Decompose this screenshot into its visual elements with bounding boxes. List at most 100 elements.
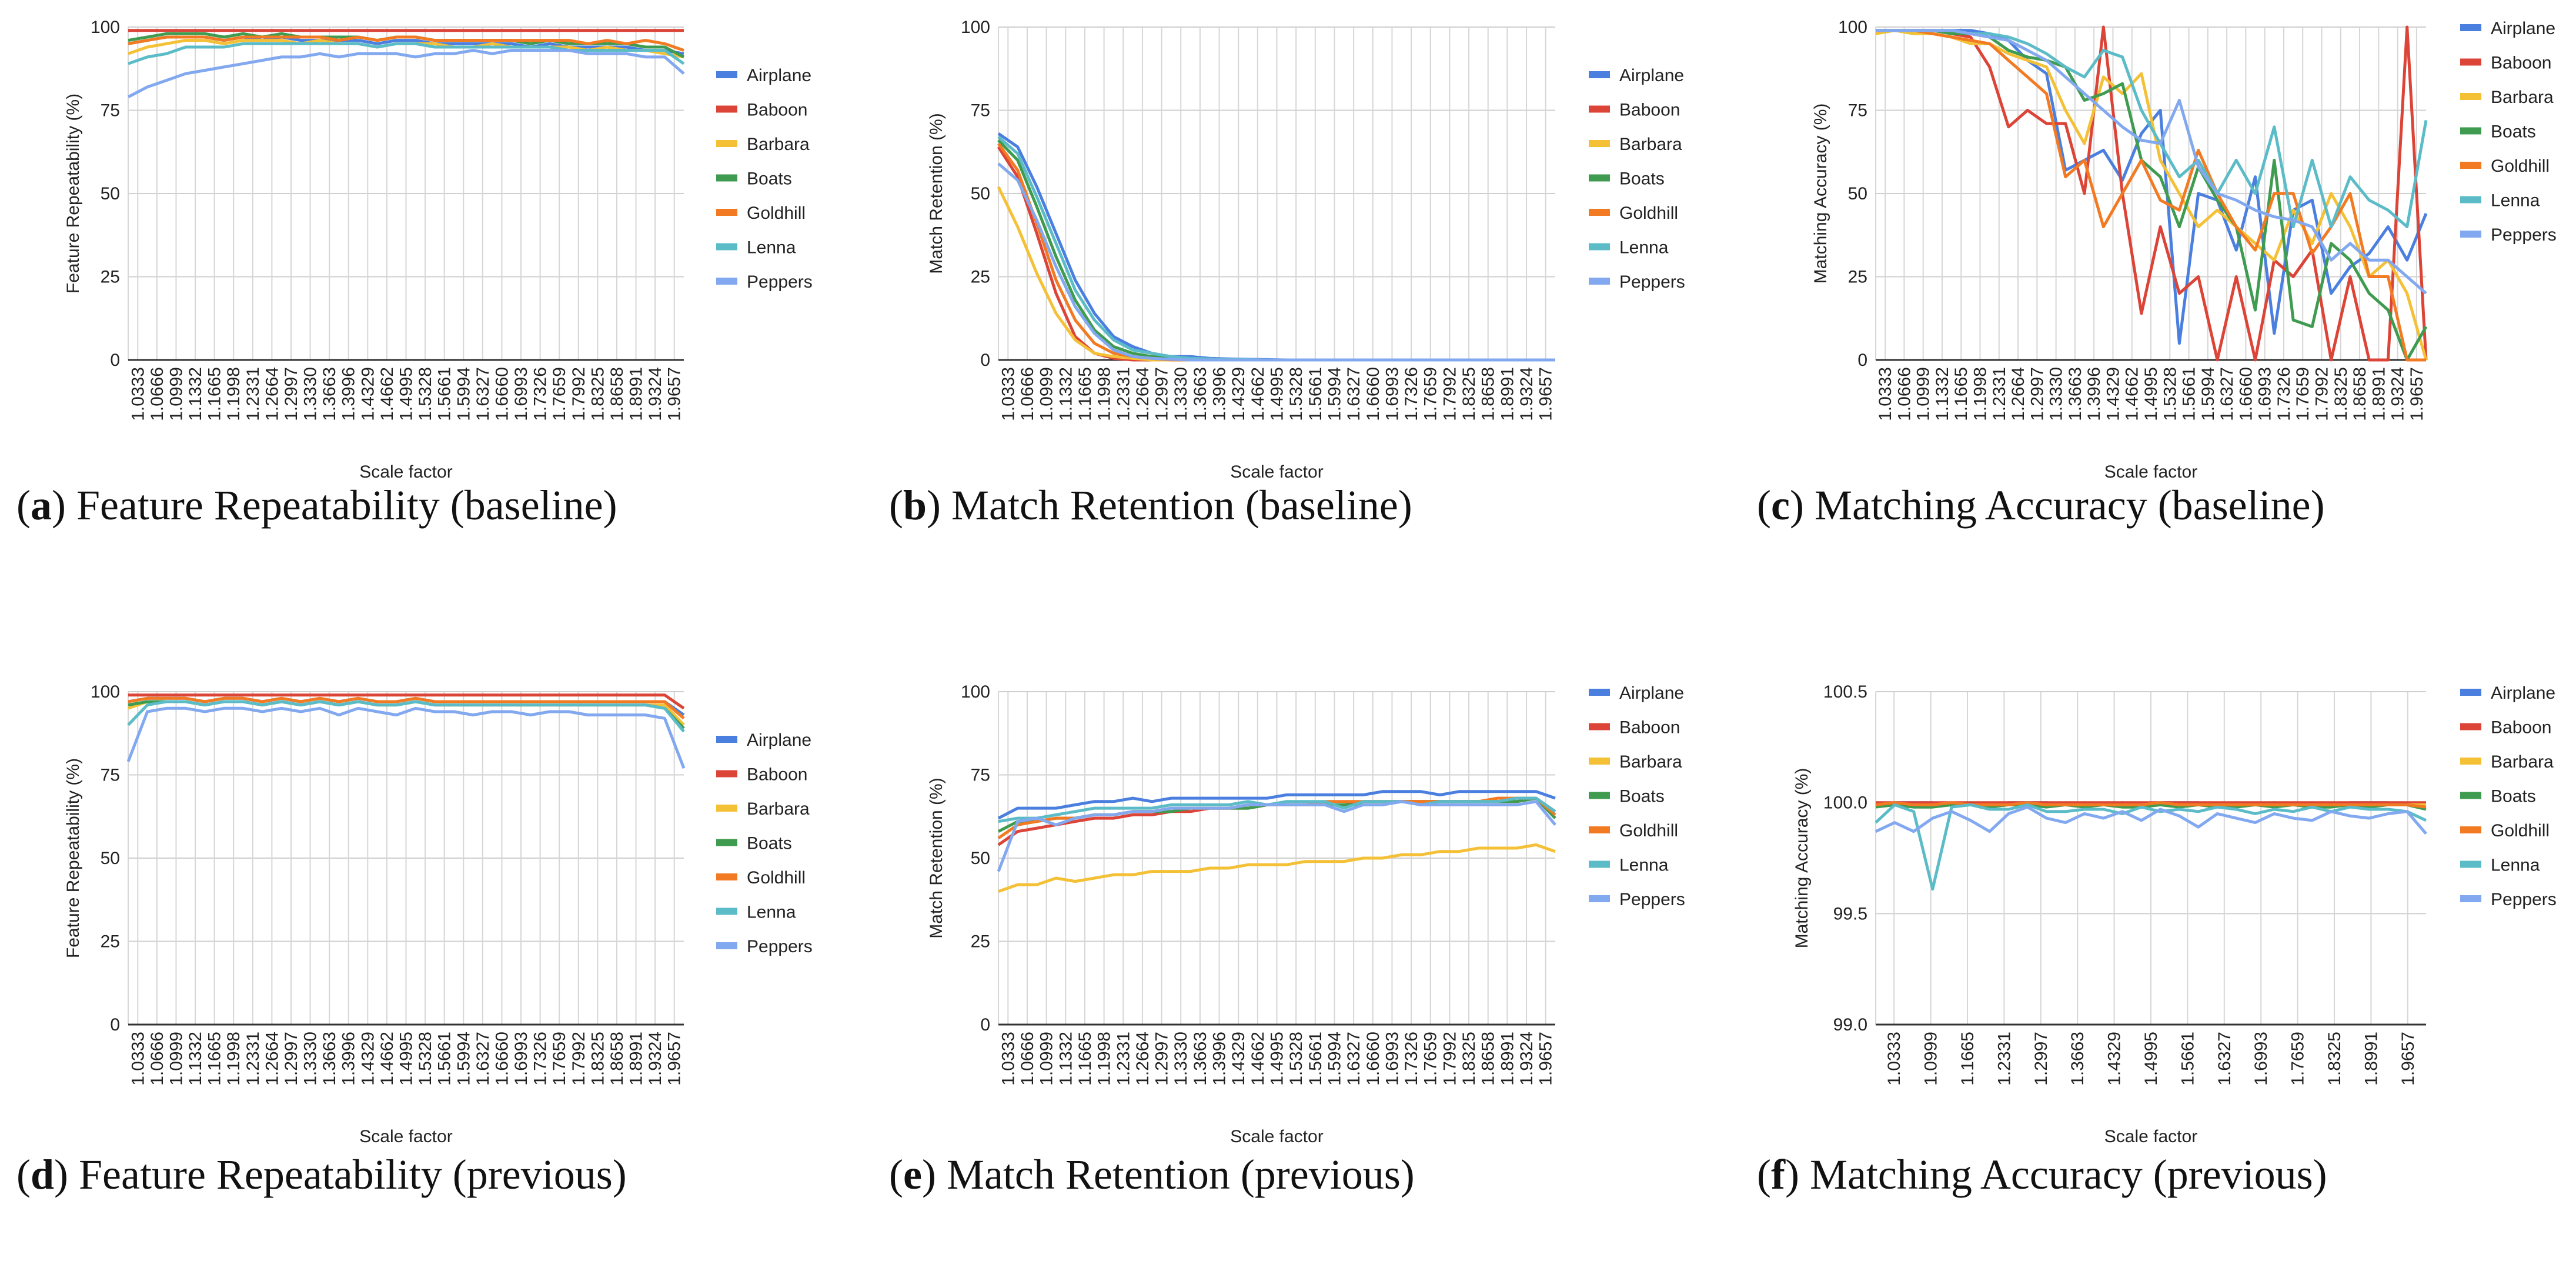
caption-letter: f [1770, 1151, 1785, 1198]
legend-swatch-airplane [716, 71, 737, 78]
x-tick-label: 1.5994 [1325, 1032, 1344, 1086]
x-tick-label: 1.7659 [1421, 367, 1441, 421]
caption-paren: ) [1785, 1151, 1810, 1198]
x-tick-label: 1.2997 [1152, 367, 1172, 421]
legend-swatch-baboon [2460, 723, 2481, 730]
caption-paren: ) [51, 482, 76, 529]
x-tick-label: 1.7326 [2274, 367, 2294, 421]
legend-swatch-boats [716, 839, 737, 846]
x-tick-label: 1.4995 [397, 367, 416, 421]
legend-label-barbara: Barbara [1619, 752, 1682, 772]
legend-label-peppers: Peppers [747, 272, 813, 292]
x-tick-label: 1.4995 [1268, 1032, 1287, 1086]
legend-swatch-lenna [1589, 860, 1610, 868]
x-tick-label: 1.8325 [1459, 1032, 1479, 1086]
x-tick-label: 1.0666 [1018, 367, 1037, 421]
caption-text: Match Retention (baseline) [951, 482, 1412, 529]
x-tick-label: 1.2664 [2009, 367, 2028, 421]
x-tick-label: 1.2664 [1133, 1032, 1152, 1086]
x-tick-label: 1.6327 [473, 1032, 493, 1086]
legend-swatch-goldhill [1589, 826, 1610, 833]
legend-label-airplane: Airplane [2491, 19, 2555, 38]
x-tick-label: 1.2997 [282, 1032, 301, 1086]
y-tick-label: 25 [101, 268, 120, 287]
x-tick-label: 1.7992 [569, 1032, 589, 1086]
y-tick-label: 25 [971, 268, 990, 287]
x-tick-label: 1.5994 [454, 1032, 473, 1086]
caption-paren: ) [927, 482, 952, 529]
x-tick-label: 1.1665 [1075, 1032, 1095, 1086]
y-tick-label: 99.5 [1833, 904, 1867, 923]
x-tick-label: 1.0333 [1876, 367, 1895, 421]
x-tick-label: 1.1332 [1056, 1032, 1075, 1086]
x-tick-label: 1.4662 [1248, 367, 1268, 421]
legend-swatch-airplane [1589, 689, 1610, 696]
x-tick-label: 1.5661 [2178, 1032, 2197, 1086]
x-tick-label: 1.6660 [1364, 367, 1383, 421]
x-tick-label: 1.2997 [2032, 1032, 2051, 1086]
caption-text: Matching Accuracy (previous) [1809, 1151, 2327, 1198]
x-axis-label: Scale factor [359, 462, 452, 482]
legend-label-barbara: Barbara [747, 135, 810, 154]
x-tick-label: 1.3663 [1191, 367, 1210, 421]
caption-paren: ) [1789, 482, 1815, 529]
x-tick-label: 1.0333 [998, 367, 1018, 421]
x-tick-label: 1.8991 [2369, 367, 2388, 421]
x-tick-label: 1.8325 [2331, 367, 2351, 421]
panel-caption-f: (f) Matching Accuracy (previous) [1757, 1150, 2327, 1199]
legend-label-airplane: Airplane [2491, 683, 2555, 703]
x-tick-label: 1.1665 [205, 367, 225, 421]
series-line-barbara [998, 843, 1556, 893]
legend-swatch-baboon [1589, 105, 1610, 113]
y-tick-label: 75 [101, 766, 120, 785]
x-tick-label: 1.6660 [492, 1032, 512, 1086]
x-tick-label: 1.3996 [339, 1032, 359, 1086]
legend-label-goldhill: Goldhill [1619, 821, 1678, 840]
legend-label-airplane: Airplane [747, 730, 811, 750]
legend-swatch-boats [2460, 792, 2481, 799]
legend-label-boats: Boats [1619, 787, 1665, 806]
x-tick-label: 1.2331 [1114, 367, 1133, 421]
x-axis-label: Scale factor [2104, 1127, 2197, 1146]
y-tick-label: 100.5 [1823, 682, 1867, 702]
x-tick-label: 1.7326 [531, 1032, 550, 1086]
legend-swatch-barbara [716, 805, 737, 812]
y-axis-label: Feature Repeatability (%) [64, 758, 83, 958]
x-tick-label: 1.0666 [1018, 1032, 1037, 1086]
panel-caption-a: (a) Feature Repeatability (baseline) [16, 481, 617, 530]
legend-label-boats: Boats [747, 834, 792, 853]
x-tick-label: 1.3996 [1210, 367, 1229, 421]
caption-letter: b [903, 482, 927, 529]
legend-swatch-goldhill [1589, 209, 1610, 216]
x-tick-label: 1.0333 [128, 1032, 148, 1086]
x-tick-label: 1.5661 [1306, 367, 1325, 421]
legend-label-goldhill: Goldhill [1619, 204, 1678, 223]
x-tick-label: 1.6660 [492, 367, 512, 421]
x-tick-label: 1.7992 [2312, 367, 2331, 421]
y-tick-label: 50 [1848, 184, 1867, 204]
x-tick-label: 1.7326 [1402, 1032, 1421, 1086]
x-tick-label: 1.8325 [588, 367, 607, 421]
x-tick-label: 1.3663 [1191, 1032, 1210, 1086]
y-tick-label: 0 [980, 351, 990, 370]
x-tick-label: 1.4329 [2103, 367, 2123, 421]
x-tick-label: 1.1998 [1095, 1032, 1114, 1086]
caption-text: Feature Repeatability (previous) [79, 1151, 627, 1198]
y-tick-label: 0 [1857, 351, 1867, 370]
x-tick-label: 1.1332 [186, 1032, 205, 1086]
legend-swatch-boats [2460, 127, 2481, 135]
x-tick-label: 1.7659 [2288, 1032, 2308, 1086]
y-tick-label: 100 [1838, 18, 1867, 37]
legend-swatch-lenna [2460, 196, 2481, 204]
caption-text: Matching Accuracy (baseline) [1814, 482, 2325, 529]
y-tick-label: 100 [961, 18, 990, 37]
legend-label-lenna: Lenna [1619, 856, 1669, 875]
x-tick-label: 1.9324 [1517, 1032, 1536, 1086]
x-tick-label: 1.9657 [1536, 1032, 1556, 1086]
x-tick-label: 1.4329 [358, 367, 377, 421]
y-tick-label: 50 [971, 849, 990, 868]
x-tick-label: 1.2664 [262, 367, 282, 421]
series-line-peppers [1876, 29, 2427, 295]
x-tick-label: 1.0999 [1922, 1032, 1941, 1086]
x-tick-label: 1.8991 [627, 367, 646, 421]
